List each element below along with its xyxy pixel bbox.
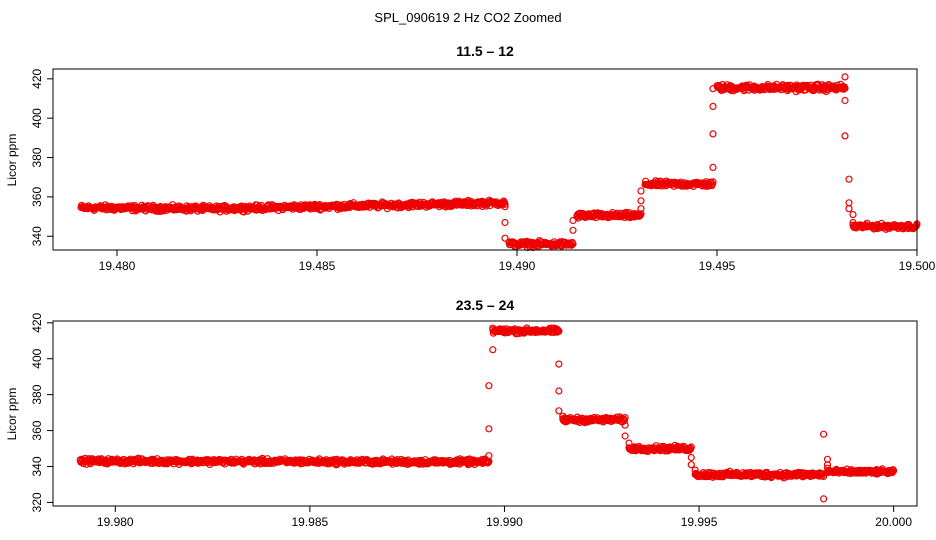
data-point <box>687 443 695 451</box>
x-tick-label: 19.980 <box>97 515 134 529</box>
y-axis-label: Licor ppm <box>5 388 19 441</box>
y-tick-label: 420 <box>30 69 44 89</box>
x-tick-label: 19.485 <box>299 259 336 273</box>
data-point <box>620 417 629 425</box>
x-tick-label: 19.995 <box>681 515 718 529</box>
data-point <box>841 96 849 105</box>
x-axis: 19.480 19.485 19.490 19.495 19.500 <box>99 250 936 273</box>
y-axis-label: Licor ppm <box>5 134 19 187</box>
data-point <box>573 213 581 221</box>
data-points <box>77 73 921 252</box>
data-point <box>819 472 828 480</box>
y-tick-label: 340 <box>30 226 44 246</box>
data-point <box>687 453 695 462</box>
data-point <box>637 197 645 205</box>
panel-title: 11.5 – 12 <box>456 43 514 59</box>
data-point <box>555 360 563 368</box>
data-point <box>501 203 509 211</box>
data-point <box>559 412 567 420</box>
data-point <box>845 199 853 207</box>
data-point <box>501 234 509 242</box>
y-tick-label: 360 <box>30 420 44 440</box>
x-tick-label: 19.495 <box>699 259 736 273</box>
data-point <box>621 421 629 429</box>
data-point <box>691 466 699 474</box>
y-axis: 340 360 380 400 420 <box>30 69 53 246</box>
data-point <box>555 387 563 395</box>
x-tick-label: 19.990 <box>486 515 523 529</box>
data-point <box>637 205 645 213</box>
data-point <box>505 238 513 246</box>
x-tick-label: 19.490 <box>499 259 536 273</box>
y-tick-label: 400 <box>30 348 44 368</box>
data-point <box>569 226 577 234</box>
x-tick-label: 20.000 <box>875 515 912 529</box>
y-tick-label: 320 <box>30 492 44 512</box>
data-point <box>555 407 563 415</box>
data-point <box>823 464 832 472</box>
data-point <box>489 324 497 332</box>
data-point <box>687 461 695 469</box>
data-point <box>841 132 849 140</box>
data-point <box>709 130 717 138</box>
data-point <box>485 382 493 390</box>
data-point <box>637 210 645 218</box>
data-point <box>841 84 849 92</box>
data-point <box>823 461 832 469</box>
data-point <box>569 240 577 248</box>
data-point <box>819 430 828 438</box>
data-point <box>845 175 853 183</box>
figure-title: SPL_090619 2 Hz CO2 Zoomed <box>374 10 561 25</box>
data-point <box>621 432 629 440</box>
y-tick-label: 360 <box>30 187 44 207</box>
x-tick-label: 19.985 <box>292 515 329 529</box>
y-axis: 320 340 360 380 400 420 <box>30 312 53 512</box>
data-point <box>819 495 828 503</box>
data-point <box>485 452 493 460</box>
x-tick-label: 19.500 <box>899 259 936 273</box>
x-axis: 19.980 19.985 19.990 19.995 20.000 <box>97 506 912 529</box>
data-point <box>709 178 717 186</box>
data-point <box>489 346 497 354</box>
data-point <box>709 85 717 93</box>
data-point <box>555 327 563 335</box>
data-point <box>849 211 857 219</box>
panel-bottom: 23.5 – 24 Licor ppm 320 340 360 380 400 420 1… <box>5 297 918 529</box>
panel-top: 11.5 – 12 Licor ppm 340 360 380 400 420 19.4… <box>5 43 936 273</box>
data-point <box>709 102 717 111</box>
data-point <box>841 73 849 81</box>
data-point <box>849 218 857 227</box>
data-point <box>845 205 853 213</box>
y-tick-label: 380 <box>30 147 44 167</box>
plot-frame <box>52 68 918 251</box>
data-point <box>569 216 577 225</box>
y-tick-label: 380 <box>30 384 44 404</box>
data-point <box>889 467 898 475</box>
data-point <box>501 200 509 208</box>
data-points <box>76 324 898 503</box>
data-point <box>485 425 493 433</box>
data-point <box>637 187 645 195</box>
data-point <box>621 414 629 422</box>
panel-title: 23.5 – 24 <box>456 297 515 313</box>
y-tick-label: 340 <box>30 456 44 476</box>
y-tick-label: 420 <box>30 312 44 332</box>
plot-frame <box>52 320 918 507</box>
data-point <box>709 163 717 171</box>
data-point <box>888 468 897 476</box>
x-tick-label: 19.480 <box>99 259 136 273</box>
y-tick-label: 400 <box>30 108 44 128</box>
data-point <box>625 439 633 447</box>
data-point <box>501 218 509 227</box>
